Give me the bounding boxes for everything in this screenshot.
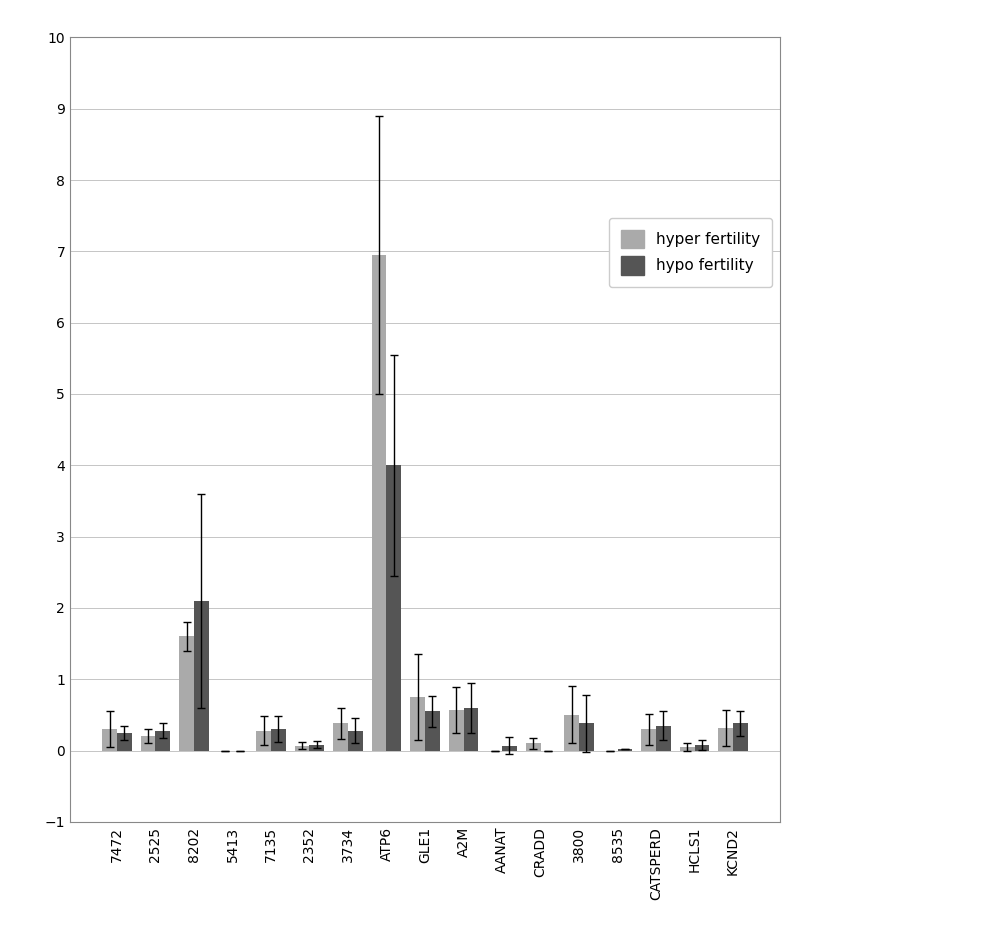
Bar bbox=[295, 745, 309, 751]
Bar bbox=[348, 730, 363, 751]
Bar bbox=[618, 749, 632, 751]
Bar bbox=[464, 708, 478, 751]
Bar bbox=[680, 747, 695, 751]
Bar bbox=[410, 697, 425, 751]
Bar bbox=[579, 724, 594, 751]
Bar bbox=[449, 710, 464, 751]
Bar bbox=[372, 255, 386, 751]
Bar bbox=[502, 745, 517, 751]
Bar bbox=[333, 724, 348, 751]
Bar bbox=[656, 726, 671, 751]
Bar bbox=[695, 745, 709, 751]
Bar bbox=[256, 730, 271, 751]
Bar bbox=[117, 733, 132, 751]
Bar bbox=[733, 724, 748, 751]
Bar bbox=[141, 736, 155, 751]
Bar bbox=[102, 729, 117, 751]
Bar bbox=[309, 745, 324, 751]
Bar bbox=[155, 730, 170, 751]
Bar bbox=[526, 743, 541, 751]
Bar bbox=[194, 601, 209, 751]
Bar bbox=[641, 729, 656, 751]
Bar bbox=[179, 636, 194, 751]
Bar bbox=[718, 728, 733, 751]
Bar bbox=[271, 729, 286, 751]
Bar bbox=[425, 712, 440, 751]
Bar bbox=[564, 715, 579, 751]
Legend: hyper fertility, hypo fertility: hyper fertility, hypo fertility bbox=[609, 218, 772, 287]
Bar bbox=[386, 465, 401, 751]
